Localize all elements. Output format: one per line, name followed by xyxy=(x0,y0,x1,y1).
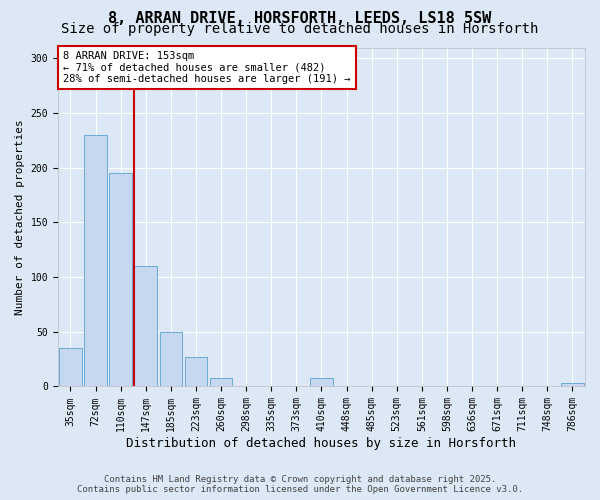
Bar xyxy=(310,378,333,386)
X-axis label: Distribution of detached houses by size in Horsforth: Distribution of detached houses by size … xyxy=(127,437,517,450)
Bar xyxy=(84,135,107,386)
Bar xyxy=(561,383,584,386)
Text: 8, ARRAN DRIVE, HORSFORTH, LEEDS, LS18 5SW: 8, ARRAN DRIVE, HORSFORTH, LEEDS, LS18 5… xyxy=(109,11,491,26)
Bar xyxy=(185,357,207,386)
Bar xyxy=(59,348,82,387)
Bar xyxy=(160,332,182,386)
Y-axis label: Number of detached properties: Number of detached properties xyxy=(15,119,25,315)
Bar xyxy=(109,173,132,386)
Bar xyxy=(210,378,232,386)
Text: 8 ARRAN DRIVE: 153sqm
← 71% of detached houses are smaller (482)
28% of semi-det: 8 ARRAN DRIVE: 153sqm ← 71% of detached … xyxy=(63,51,350,84)
Bar xyxy=(134,266,157,386)
Text: Size of property relative to detached houses in Horsforth: Size of property relative to detached ho… xyxy=(61,22,539,36)
Text: Contains HM Land Registry data © Crown copyright and database right 2025.
Contai: Contains HM Land Registry data © Crown c… xyxy=(77,474,523,494)
